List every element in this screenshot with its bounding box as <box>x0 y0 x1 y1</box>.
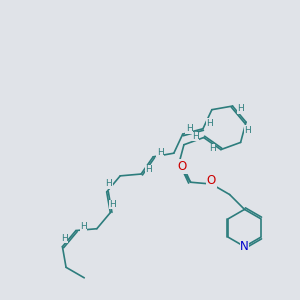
Text: N: N <box>240 240 249 253</box>
Text: H: H <box>206 119 213 128</box>
Text: H: H <box>80 222 87 231</box>
Text: H: H <box>109 200 116 209</box>
Text: H: H <box>244 126 251 135</box>
Text: H: H <box>192 132 199 141</box>
Text: H: H <box>237 104 244 113</box>
Text: H: H <box>106 179 112 188</box>
Text: H: H <box>186 124 193 133</box>
Text: O: O <box>207 174 216 187</box>
Text: H: H <box>209 144 216 153</box>
Text: H: H <box>145 165 152 174</box>
Text: O: O <box>178 160 187 173</box>
Text: H: H <box>61 234 68 243</box>
Text: H: H <box>157 148 164 157</box>
